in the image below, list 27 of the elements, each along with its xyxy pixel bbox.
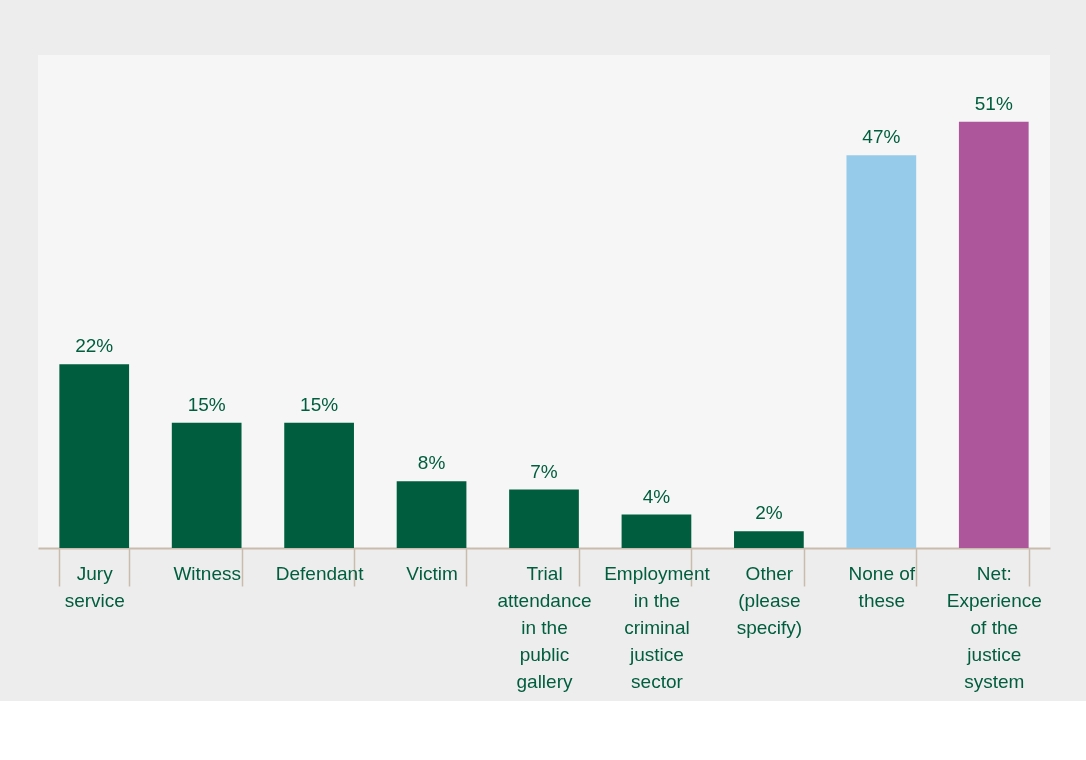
data-label: 15% [300,393,339,415]
bar [284,422,354,548]
x-tick-label: None of these [848,562,916,611]
x-tick-label: Jury service [64,562,125,611]
data-label: 2% [755,502,783,524]
x-tick-label: Witness [173,562,241,584]
x-tick-label: Victim [406,562,458,584]
x-tick-label: Employment in the criminal justice sector [604,562,711,692]
data-label: 7% [530,460,558,482]
data-label: 47% [862,126,901,148]
bar [846,155,917,548]
data-label: 22% [75,335,114,357]
bar [396,481,467,548]
x-tick-label: Defendant [275,562,365,584]
bar [509,489,579,548]
data-label: 51% [974,92,1013,114]
data-label: 8% [417,452,446,474]
bar [171,422,242,548]
bar [958,121,1029,548]
data-label: 4% [642,485,671,507]
x-tick-label: Trial attendance in the public gallery [497,562,592,692]
x-tick-label: Other (please specify) [736,562,803,638]
data-label: 15% [187,393,226,415]
x-tick-label: Net: Experience of the justice system [946,562,1042,692]
bar [59,364,130,548]
bar [734,531,804,548]
bar [621,514,692,548]
